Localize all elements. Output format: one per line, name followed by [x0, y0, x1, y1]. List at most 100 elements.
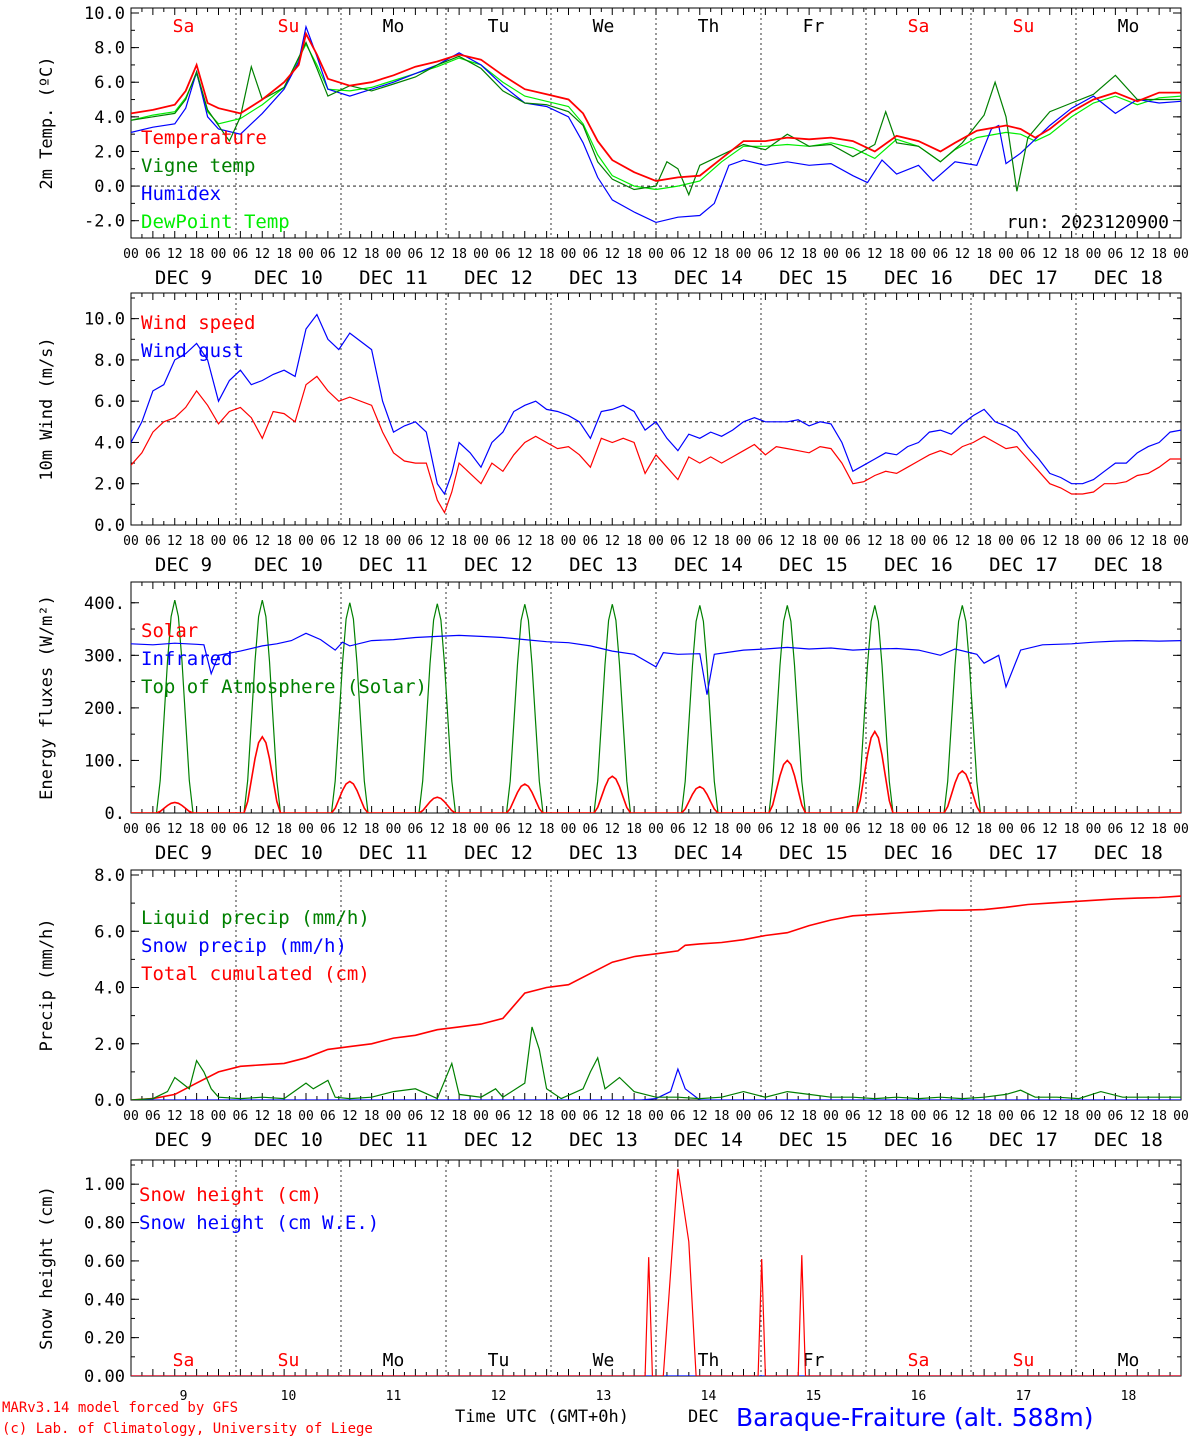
hour-tick-label: 00 [211, 1109, 227, 1124]
day-number-label: 10 [281, 1389, 297, 1404]
hour-tick-label: 18 [889, 534, 905, 549]
hour-tick-label: 12 [1042, 1109, 1058, 1124]
hour-tick-label: 12 [254, 822, 270, 837]
hour-tick-label: 12 [954, 1109, 970, 1124]
hour-tick-label: 00 [211, 247, 227, 262]
series-line-1 [131, 313, 1181, 496]
hour-tick-label: 12 [779, 534, 795, 549]
hour-tick-label: 12 [692, 247, 708, 262]
date-label: DEC 12 [464, 554, 533, 576]
hour-tick-label: 00 [123, 1109, 139, 1124]
legend-entry: Total cumulated (cm) [141, 963, 370, 985]
hour-tick-label: 12 [517, 1109, 533, 1124]
series-line-0 [131, 31, 1181, 182]
date-label: DEC 15 [779, 554, 848, 576]
hour-tick-label: 00 [911, 1109, 927, 1124]
y-tick-label: 400. [84, 594, 125, 614]
day-abbr-label: Tu [488, 1350, 510, 1371]
date-label: DEC 18 [1094, 842, 1163, 864]
legend-entry: Vigne temp [141, 155, 255, 177]
y-tick-label: 0.60 [84, 1252, 125, 1272]
hour-tick-label: 12 [1129, 1109, 1145, 1124]
hour-tick-label: 18 [1064, 247, 1080, 262]
date-label: DEC 11 [359, 554, 428, 576]
hour-tick-label: 00 [386, 822, 402, 837]
hour-tick-label: 12 [342, 534, 358, 549]
y-tick-label: 0.80 [84, 1214, 125, 1234]
hour-tick-label: 12 [604, 1109, 620, 1124]
y-tick-label: 6.0 [94, 922, 125, 942]
hour-tick-label: 00 [1173, 247, 1189, 262]
hour-tick-label: 06 [1108, 1109, 1124, 1124]
hour-tick-label: 00 [123, 534, 139, 549]
hour-tick-label: 00 [211, 822, 227, 837]
hour-tick-label: 12 [954, 247, 970, 262]
date-label: DEC 12 [464, 842, 533, 864]
day-number-label: 12 [491, 1389, 507, 1404]
hour-tick-label: 18 [364, 534, 380, 549]
hour-tick-label: 06 [583, 247, 599, 262]
hour-tick-label: 18 [539, 534, 555, 549]
day-number-label: 17 [1016, 1389, 1032, 1404]
hour-tick-label: 00 [298, 247, 314, 262]
legend-entry: Temperature [141, 127, 267, 149]
hour-tick-label: 12 [429, 1109, 445, 1124]
day-abbr-label: Sa [173, 1350, 195, 1371]
legend-entry: Wind gust [141, 340, 244, 362]
hour-tick-label: 00 [1173, 822, 1189, 837]
date-label: DEC 11 [359, 267, 428, 289]
hour-tick-label: 00 [473, 247, 489, 262]
day-abbr-label: Su [1013, 1350, 1035, 1371]
hour-tick-label: 12 [167, 822, 183, 837]
hour-tick-label: 18 [1064, 534, 1080, 549]
hour-tick-label: 06 [758, 1109, 774, 1124]
y-tick-label: 0.20 [84, 1329, 125, 1349]
hour-tick-label: 12 [867, 1109, 883, 1124]
hour-tick-label: 18 [364, 822, 380, 837]
hour-tick-label: 06 [845, 247, 861, 262]
y-tick-label: 10.0 [84, 310, 125, 330]
day-abbr-label: Mo [1118, 16, 1140, 37]
hour-tick-label: 00 [298, 534, 314, 549]
legend-entry: Liquid precip (mm/h) [141, 907, 370, 929]
date-label: DEC 13 [569, 554, 638, 576]
hour-tick-label: 06 [670, 534, 686, 549]
hour-tick-label: 12 [604, 822, 620, 837]
y-tick-label: 4.0 [94, 108, 125, 128]
hour-tick-label: 18 [1064, 822, 1080, 837]
y-tick-label: 300. [84, 646, 125, 666]
hour-tick-label: 12 [692, 534, 708, 549]
hour-tick-label: 12 [1042, 822, 1058, 837]
hour-tick-label: 12 [517, 534, 533, 549]
hour-tick-label: 18 [1151, 1109, 1167, 1124]
hour-tick-label: 00 [648, 534, 664, 549]
hour-tick-label: 12 [517, 822, 533, 837]
hour-tick-label: 18 [451, 822, 467, 837]
hour-tick-label: 12 [167, 534, 183, 549]
day-abbr-label: We [593, 1350, 615, 1371]
date-label: DEC 15 [779, 1129, 848, 1151]
hour-tick-label: 18 [889, 1109, 905, 1124]
hour-tick-label: 18 [976, 247, 992, 262]
hour-tick-label: 06 [933, 247, 949, 262]
hour-tick-label: 06 [758, 822, 774, 837]
hour-tick-label: 18 [889, 247, 905, 262]
hour-tick-label: 18 [1151, 247, 1167, 262]
hour-tick-label: 12 [1042, 534, 1058, 549]
date-label: DEC 13 [569, 1129, 638, 1151]
time-axis-label: Time UTC (GMT+0h) [455, 1407, 629, 1427]
hour-tick-label: 06 [145, 1109, 161, 1124]
hour-tick-label: 00 [998, 1109, 1014, 1124]
series-line-toa-solar [131, 599, 1181, 813]
hour-tick-label: 12 [254, 1109, 270, 1124]
hour-tick-label: 18 [539, 822, 555, 837]
date-label: DEC 16 [884, 1129, 953, 1151]
hour-tick-label: 00 [473, 1109, 489, 1124]
hour-tick-label: 00 [823, 247, 839, 262]
date-label: DEC 15 [779, 842, 848, 864]
hour-tick-label: 18 [276, 1109, 292, 1124]
hour-tick-label: 18 [626, 822, 642, 837]
hour-tick-label: 18 [539, 1109, 555, 1124]
hour-tick-label: 18 [451, 247, 467, 262]
date-label: DEC 9 [155, 267, 212, 289]
